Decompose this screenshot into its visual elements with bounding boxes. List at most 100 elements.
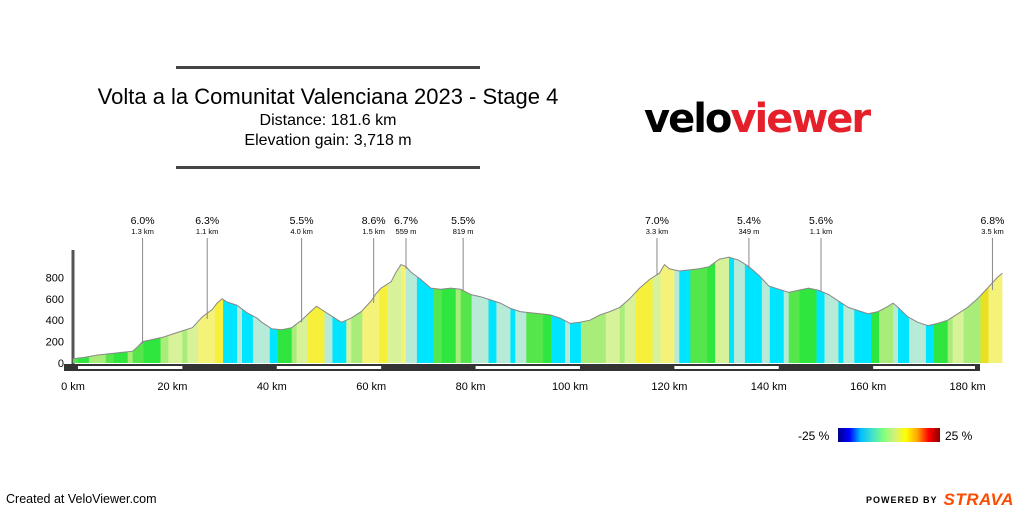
- gradient-strip: [963, 257, 981, 363]
- climb-gradient-label: 7.0%: [645, 215, 669, 227]
- gradient-strip: [690, 257, 708, 363]
- gradient-strip: [988, 257, 1003, 363]
- axis-segment: [873, 366, 975, 369]
- climb-length-label: 1.5 km: [362, 227, 385, 236]
- gradient-strip: [252, 257, 271, 363]
- gradient-strip: [416, 257, 435, 363]
- gradient-strip: [510, 257, 516, 363]
- gradient-strip: [187, 257, 199, 363]
- y-tick-label: 0: [58, 358, 64, 370]
- x-tick-label: 80 km: [456, 381, 486, 393]
- gradient-strip: [351, 257, 363, 363]
- climb-length-label: 1.3 km: [131, 227, 154, 236]
- gradient-strip: [160, 257, 169, 363]
- x-tick-label: 180 km: [950, 381, 986, 393]
- gradient-strip: [761, 257, 771, 363]
- chart-title: Volta a la Comunitat Valenciana 2023 - S…: [97, 84, 559, 109]
- gradient-strip: [460, 257, 473, 363]
- gradient-strip: [78, 257, 90, 363]
- climb-length-label: 349 m: [738, 227, 759, 236]
- gradient-strip: [488, 257, 497, 363]
- gradient-strip: [674, 257, 680, 363]
- legend-max-label: 25 %: [945, 429, 973, 443]
- gradient-strip: [660, 257, 675, 363]
- climb-gradient-label: 6.3%: [195, 215, 219, 227]
- gradient-strip: [605, 257, 621, 363]
- strava-logo: STRAVA: [943, 490, 1014, 509]
- gradient-strip: [182, 257, 188, 363]
- gradient-strip: [933, 257, 949, 363]
- gradient-strip: [769, 257, 785, 363]
- axis-segment: [475, 366, 580, 369]
- gradient-strip: [843, 257, 855, 363]
- climb-length-label: 559 m: [396, 227, 417, 236]
- gradient-strip: [526, 257, 544, 363]
- climb-markers: 6.0%1.3 km6.3%1.1 km5.5%4.0 km8.6%1.5 km…: [131, 215, 1004, 344]
- gradient-strip: [619, 257, 626, 363]
- gradient-strip: [734, 257, 746, 363]
- gradient-strip: [879, 257, 894, 363]
- axis-segment: [674, 366, 779, 369]
- climb-gradient-label: 6.0%: [131, 215, 155, 227]
- y-tick-label: 200: [46, 337, 64, 349]
- y-axis-ticks: 0 200 400 600 800: [46, 272, 64, 370]
- gradient-strip: [215, 257, 224, 363]
- gradient-strip: [113, 257, 129, 363]
- gradient-strip: [406, 257, 418, 363]
- gradient-strip: [127, 257, 134, 363]
- gradient-strip: [143, 257, 161, 363]
- y-tick-label: 800: [46, 272, 64, 284]
- y-tick-label: 400: [46, 315, 64, 327]
- gradient-strip: [893, 257, 899, 363]
- climb-gradient-label: 6.7%: [394, 215, 418, 227]
- gradient-strip: [307, 257, 325, 363]
- gradient-strip: [679, 257, 691, 363]
- created-at-label: Created at VeloViewer.com: [6, 492, 157, 506]
- gradient-strip: [269, 257, 279, 363]
- climb-gradient-label: 5.4%: [737, 215, 761, 227]
- gradient-strip: [635, 257, 653, 363]
- gradient-strip: [980, 257, 989, 363]
- x-tick-label: 20 km: [157, 381, 187, 393]
- y-tick-label: 600: [46, 294, 64, 306]
- gradient-strip: [909, 257, 927, 363]
- gradient-strip: [744, 257, 763, 363]
- gradient-strip: [296, 257, 308, 363]
- gradient-strip: [838, 257, 844, 363]
- gradient-strip: [816, 257, 825, 363]
- gradient-strip: [379, 257, 388, 363]
- x-tick-label: 140 km: [751, 381, 787, 393]
- gradient-strip: [401, 257, 407, 363]
- climb-length-label: 819 m: [453, 227, 474, 236]
- gradient-strip: [947, 257, 954, 363]
- gradient-strip: [88, 257, 107, 363]
- climb-gradient-label: 5.6%: [809, 215, 833, 227]
- gradient-strip: [433, 257, 443, 363]
- axis-segment: [276, 366, 382, 369]
- gradient-strip: [105, 257, 115, 363]
- axis-segment: [77, 366, 183, 369]
- gradient-strip: [441, 257, 457, 363]
- gradient-strip: [242, 257, 254, 363]
- gradient-strip: [543, 257, 552, 363]
- distance-axis-segments: [77, 366, 975, 369]
- gradient-legend-bar: [838, 428, 940, 442]
- legend-min-label: -25 %: [798, 429, 830, 443]
- gradient-strip: [168, 257, 183, 363]
- climb-length-label: 3.3 km: [646, 227, 669, 236]
- veloviewer-logo: veloviewer: [644, 96, 871, 142]
- gradient-strip: [707, 257, 716, 363]
- distance-label: Distance: 181.6 km: [259, 112, 397, 129]
- elevation-gain-label: Elevation gain: 3,718 m: [244, 132, 412, 149]
- gradient-strips: [73, 257, 1003, 363]
- gradient-strip: [597, 257, 607, 363]
- gradient-strip: [362, 257, 380, 363]
- climb-length-label: 1.1 km: [810, 227, 833, 236]
- gradient-strip: [291, 257, 298, 363]
- gradient-strip: [551, 257, 566, 363]
- x-tick-label: 40 km: [257, 381, 287, 393]
- gradient-strip: [277, 257, 293, 363]
- gradient-strip: [788, 257, 801, 363]
- gradient-strip: [515, 257, 527, 363]
- gradient-strip: [952, 257, 965, 363]
